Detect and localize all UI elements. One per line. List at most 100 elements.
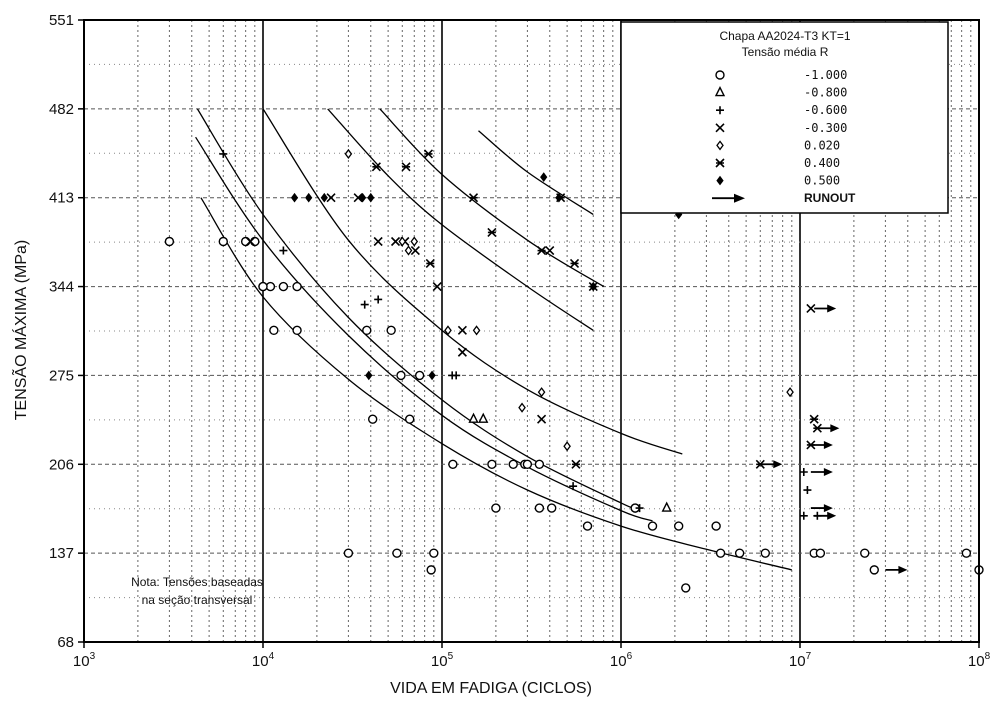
- marker-shape: [219, 149, 228, 158]
- marker-shape: [661, 501, 672, 512]
- note-line2: na seção transversal: [142, 593, 253, 607]
- legend-marker: [734, 193, 745, 203]
- legend-label: 0.500: [804, 174, 840, 188]
- data-point: [428, 370, 436, 381]
- legend-marker: [715, 158, 725, 168]
- y-tick-label: 482: [49, 101, 74, 118]
- plot-frame: [83, 19, 980, 643]
- marker-shape: [860, 548, 870, 558]
- marker-shape: [540, 172, 548, 182]
- y-tick-label: 413: [49, 190, 74, 207]
- data-point: [358, 192, 367, 203]
- data-point: [468, 412, 479, 423]
- marker-shape: [358, 192, 367, 203]
- marker-shape: [799, 511, 808, 520]
- marker-shape: [806, 303, 816, 314]
- data-point: [386, 325, 396, 336]
- marker-shape: [537, 387, 546, 398]
- data-point: [569, 482, 578, 491]
- marker-shape: [423, 149, 434, 159]
- marker-shape: [534, 503, 545, 513]
- data-point: [760, 548, 771, 558]
- data-point: [401, 162, 411, 172]
- marker-shape: [799, 468, 808, 477]
- marker-shape: [803, 486, 812, 495]
- marker-shape: [773, 460, 783, 469]
- marker-shape: [491, 503, 501, 513]
- marker-shape: [555, 192, 563, 203]
- fit-curve: [327, 108, 594, 331]
- marker-shape: [716, 175, 724, 186]
- data-point: [448, 459, 458, 469]
- fit-curve: [478, 130, 594, 216]
- data-point: [320, 192, 328, 203]
- legend-box: [620, 21, 949, 214]
- data-point: [711, 521, 721, 531]
- data-point: [164, 236, 175, 247]
- data-point: [518, 402, 526, 413]
- marker-shape: [827, 304, 837, 313]
- series-diamond-open: [344, 148, 794, 452]
- marker-shape: [571, 459, 581, 469]
- legend-entry: 0.020: [716, 138, 840, 152]
- data-point: [398, 236, 407, 247]
- data-point: [582, 521, 593, 531]
- legend-entry: -0.800: [714, 86, 847, 100]
- data-point: [343, 548, 354, 558]
- marker-shape: [374, 295, 383, 304]
- data-point: [786, 387, 794, 398]
- data-point: [534, 503, 545, 513]
- data-point: [353, 193, 363, 203]
- data-point: [810, 468, 833, 477]
- marker-shape: [390, 236, 401, 247]
- data-point: [362, 325, 372, 336]
- marker-shape: [392, 548, 402, 558]
- marker-shape: [569, 482, 578, 491]
- data-point: [278, 281, 289, 292]
- x-tick-label: 103: [73, 651, 96, 670]
- data-point: [810, 504, 833, 513]
- marker-shape: [715, 158, 725, 168]
- x-tick-label: 107: [789, 651, 812, 670]
- data-point: [250, 236, 260, 247]
- marker-shape: [823, 504, 833, 513]
- data-point: [869, 565, 879, 575]
- data-point: [360, 300, 369, 309]
- data-point: [444, 325, 452, 336]
- marker-shape: [869, 565, 879, 575]
- x-axis-title: VIDA EM FADIGA (CICLOS): [390, 680, 592, 697]
- marker-shape: [589, 281, 597, 292]
- data-point: [487, 459, 497, 469]
- data-point: [452, 371, 461, 380]
- data-point: [799, 511, 808, 520]
- marker-shape: [326, 193, 336, 203]
- marker-shape: [715, 548, 726, 558]
- data-point: [414, 370, 425, 381]
- marker-shape: [367, 414, 378, 424]
- y-tick-label: 137: [49, 545, 74, 562]
- data-point: [245, 236, 255, 247]
- marker-shape: [365, 370, 373, 381]
- marker-shape: [386, 325, 396, 336]
- marker-shape: [823, 440, 833, 449]
- data-point: [396, 370, 406, 381]
- marker-shape: [815, 548, 826, 558]
- marker-shape: [164, 236, 175, 247]
- data-point: [534, 459, 545, 469]
- data-point: [292, 281, 302, 292]
- x-tick-label: 104: [252, 651, 275, 670]
- marker-shape: [448, 459, 458, 469]
- legend-title-line2: Tensão média R: [742, 45, 829, 59]
- marker-shape: [250, 236, 260, 247]
- marker-shape: [398, 236, 407, 247]
- data-point: [673, 521, 684, 531]
- fit-curve: [200, 197, 792, 571]
- data-point: [258, 281, 268, 292]
- marker-shape: [371, 162, 381, 172]
- marker-shape: [353, 193, 363, 203]
- series-diamond-filled: [290, 172, 683, 381]
- marker-shape: [457, 325, 467, 335]
- marker-shape: [410, 236, 419, 247]
- data-point: [468, 193, 479, 203]
- legend-label: -1.000: [804, 68, 847, 82]
